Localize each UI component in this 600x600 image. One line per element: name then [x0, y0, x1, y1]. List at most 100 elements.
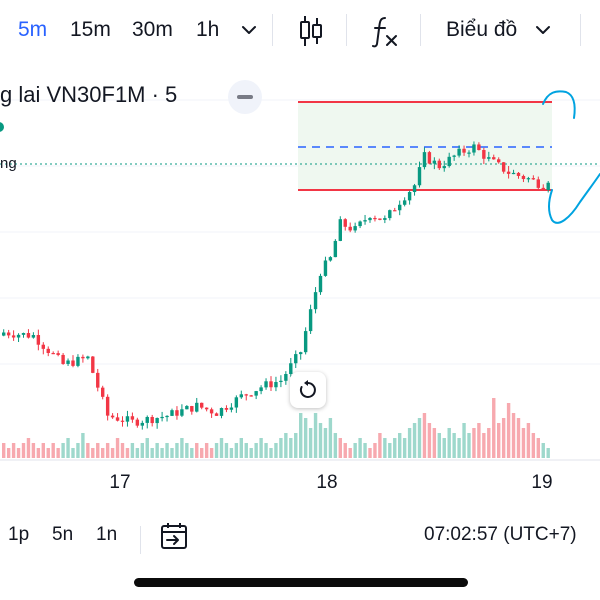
volume-bar [348, 448, 352, 458]
candle [506, 171, 511, 174]
volume-bar [447, 428, 451, 458]
reset-icon [299, 380, 316, 398]
volume-bar [160, 448, 164, 458]
interval-5m-button[interactable]: 5m [18, 18, 48, 41]
volume-bar [432, 428, 437, 458]
volume-bar [254, 443, 258, 458]
volume-bar [546, 448, 550, 458]
bottom-divider [140, 526, 141, 554]
candle [516, 172, 521, 176]
chevron-down-icon[interactable] [238, 22, 260, 38]
volume-bar [150, 448, 154, 458]
volume-bar [412, 423, 417, 458]
volume-bar [120, 443, 125, 458]
candle [51, 352, 55, 355]
candle [388, 210, 392, 219]
candle [224, 408, 229, 410]
range-5n-button[interactable]: 5n [52, 524, 74, 545]
volume-bar [31, 443, 36, 458]
volume-bar [219, 438, 224, 458]
candle [110, 415, 115, 418]
volume-bar [338, 438, 342, 458]
volume-bar [96, 443, 100, 458]
clock-timezone[interactable]: 07:02:57 (UTC+7) [424, 524, 577, 545]
candle [135, 419, 140, 426]
volume-bar [373, 443, 377, 458]
candle [422, 152, 427, 168]
volume-bar [358, 438, 362, 458]
volume-bar [383, 438, 387, 458]
reset-chart-button[interactable] [290, 372, 326, 408]
candle [66, 360, 70, 364]
range-zone[interactable] [298, 102, 552, 190]
volume-bar [239, 438, 243, 458]
volume-bar [36, 448, 41, 458]
volume-bar [170, 448, 174, 458]
chart-type-button[interactable]: Biểu đồ [446, 18, 518, 41]
volume-bar [101, 448, 105, 458]
volume-bar [244, 443, 248, 458]
interval-30m-button[interactable]: 30m [132, 18, 173, 41]
volume-bar [81, 433, 85, 458]
toolbar-divider [346, 14, 347, 46]
candle [368, 217, 372, 221]
symbol-legend-title[interactable]: g lai VN30F1M · 5 [0, 82, 178, 107]
candle [219, 408, 224, 416]
candlestick-icon[interactable] [298, 14, 324, 48]
volume-bar [264, 443, 268, 458]
range-1n-button[interactable]: 1n [96, 524, 118, 545]
volume-bar [536, 438, 540, 458]
volume-bar [91, 448, 95, 458]
volume-bar [497, 423, 501, 458]
candle [467, 152, 471, 154]
volume-bar [135, 448, 140, 458]
volume-bar [526, 423, 531, 458]
candle [140, 422, 144, 426]
range-1p-button[interactable]: 1p [8, 524, 30, 545]
candle [462, 148, 466, 153]
candle [244, 394, 248, 396]
candle [254, 391, 258, 396]
volume-bar [531, 433, 536, 458]
candle [165, 415, 169, 418]
volume-bar [11, 443, 16, 458]
volume-bar [16, 448, 21, 458]
legend-subtext: ng [0, 155, 17, 172]
volume-bar [313, 413, 318, 458]
interval-15m-button[interactable]: 15m [70, 18, 111, 41]
volume-bar [294, 433, 298, 458]
candle [526, 178, 531, 180]
candle [457, 148, 461, 156]
candle [11, 335, 16, 338]
volume-bar [41, 443, 45, 458]
candle [363, 220, 367, 222]
candle [229, 407, 234, 410]
interval-1h-button[interactable]: 1h [196, 18, 220, 41]
volume-bar [26, 438, 31, 458]
candle [190, 406, 194, 412]
candle [294, 354, 298, 364]
volume-bar [501, 418, 506, 458]
candle [26, 333, 31, 338]
candle [412, 185, 417, 193]
indicators-fx-icon[interactable] [370, 14, 400, 48]
volume-bar [224, 443, 229, 458]
calendar-goto-icon[interactable] [158, 520, 190, 552]
price-chart[interactable] [0, 62, 600, 466]
candle [353, 226, 357, 231]
chevron-down-icon[interactable] [532, 22, 554, 38]
candle [487, 157, 491, 159]
volume-bar [195, 443, 199, 458]
candle [36, 335, 41, 345]
volume-bar [6, 448, 11, 458]
hand-drawn-annotation[interactable] [542, 90, 576, 119]
candle [521, 175, 526, 180]
hand-drawn-annotation[interactable] [548, 173, 600, 224]
candle [101, 387, 105, 397]
candle [398, 204, 402, 211]
candle [209, 409, 214, 414]
volume-bar [51, 443, 55, 458]
candle [180, 409, 184, 416]
candle [432, 160, 437, 164]
collapse-legend-button[interactable] [228, 80, 262, 114]
